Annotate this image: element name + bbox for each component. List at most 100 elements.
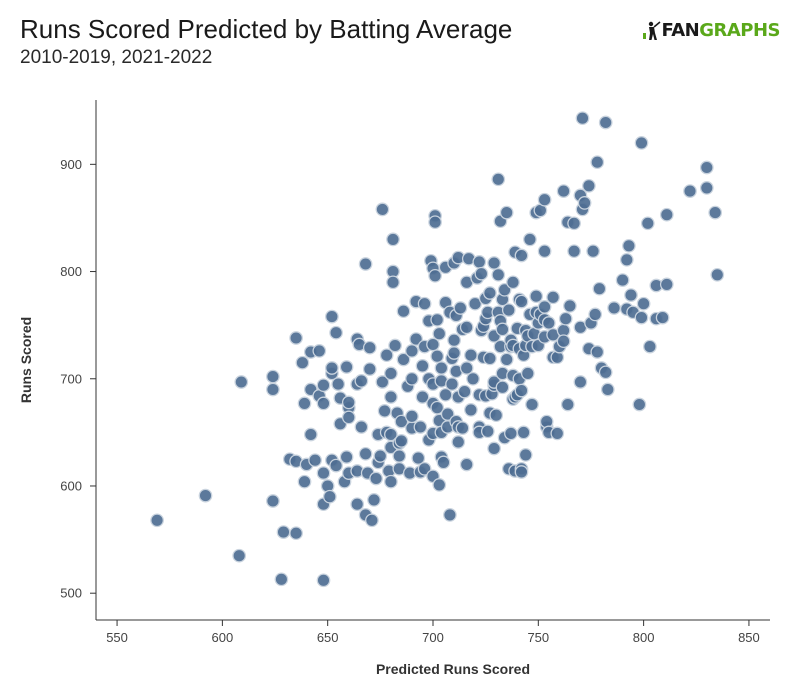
data-point — [430, 312, 445, 327]
data-point — [362, 362, 377, 376]
data-point — [405, 344, 419, 358]
data-point — [464, 403, 478, 417]
x-tick-label: 550 — [106, 630, 128, 645]
data-point — [588, 307, 603, 322]
data-point — [495, 322, 510, 337]
data-point — [426, 337, 440, 352]
logo-text-fan: FAN — [661, 20, 700, 41]
logo-text-graphs: GRAPHS — [699, 20, 780, 41]
data-point — [274, 572, 289, 587]
data-point — [312, 344, 327, 358]
data-point — [710, 267, 725, 282]
data-point — [350, 497, 365, 512]
data-point — [474, 266, 489, 281]
data-point — [499, 205, 514, 220]
y-tick-label: 900 — [60, 157, 82, 172]
data-point — [541, 316, 556, 330]
data-point — [396, 352, 411, 367]
data-point — [632, 397, 647, 412]
x-tick-label: 700 — [422, 630, 444, 645]
data-point — [384, 366, 398, 381]
data-point — [289, 526, 303, 541]
data-point — [447, 346, 461, 360]
data-point — [432, 478, 447, 492]
data-point — [308, 453, 322, 468]
data-point — [586, 244, 600, 259]
data-point — [615, 273, 630, 287]
data-point — [575, 111, 590, 126]
y-tick-label: 700 — [60, 371, 82, 386]
data-point — [297, 474, 312, 489]
data-point — [198, 488, 213, 503]
data-point — [607, 301, 621, 315]
data-point — [415, 390, 430, 404]
data-point — [430, 349, 445, 364]
data-point — [560, 397, 575, 412]
data-point — [483, 286, 497, 300]
data-point — [556, 334, 571, 349]
data-point — [405, 371, 419, 386]
data-point — [276, 525, 291, 539]
data-point — [411, 451, 426, 465]
data-point — [459, 457, 474, 472]
data-point — [558, 311, 573, 326]
data-point — [325, 361, 339, 375]
data-point — [537, 244, 552, 259]
data-point — [413, 420, 428, 434]
y-tick-label: 600 — [60, 478, 82, 493]
data-point — [434, 361, 449, 375]
data-point — [683, 184, 697, 198]
data-point — [634, 136, 649, 150]
data-point — [514, 294, 529, 309]
data-point — [699, 160, 714, 175]
data-point — [537, 192, 552, 207]
data-point — [491, 267, 506, 282]
data-point — [529, 289, 544, 304]
data-point — [379, 348, 394, 363]
fangraphs-logo[interactable]: FAN GRAPHS — [643, 20, 780, 41]
data-point — [516, 425, 531, 440]
data-point — [396, 304, 411, 319]
data-point — [297, 396, 312, 411]
data-point — [438, 387, 453, 402]
data-point — [455, 421, 470, 435]
data-point — [369, 471, 383, 486]
data-point — [590, 155, 605, 170]
data-point — [497, 282, 512, 297]
data-point — [504, 426, 518, 441]
data-point — [489, 408, 504, 423]
data-point — [341, 410, 356, 425]
data-point — [428, 215, 442, 230]
data-point — [303, 427, 318, 442]
data-point — [331, 377, 346, 391]
data-point — [375, 375, 390, 389]
x-tick-label: 650 — [317, 630, 339, 645]
data-point — [436, 455, 451, 470]
data-point — [483, 351, 497, 366]
data-point — [480, 424, 495, 439]
data-point — [405, 409, 419, 424]
x-tick-label: 750 — [527, 630, 549, 645]
data-point — [451, 435, 466, 449]
data-point — [386, 275, 400, 290]
data-point — [295, 355, 310, 370]
data-point — [495, 380, 510, 395]
y-tick-label: 800 — [60, 264, 82, 279]
data-point — [577, 196, 592, 210]
data-point — [655, 310, 670, 325]
chart-title: Runs Scored Predicted by Batting Average — [20, 14, 513, 44]
data-point — [432, 326, 447, 341]
data-point — [386, 232, 400, 247]
data-point — [563, 299, 577, 313]
data-point — [499, 352, 514, 367]
x-tick-label: 600 — [212, 630, 234, 645]
data-point — [443, 508, 457, 522]
data-point — [506, 275, 520, 290]
data-point — [394, 434, 409, 448]
data-point — [316, 573, 331, 588]
data-point — [567, 244, 581, 259]
data-point — [428, 268, 442, 283]
y-axis-title: Runs Scored — [18, 317, 34, 403]
data-point — [459, 320, 474, 335]
